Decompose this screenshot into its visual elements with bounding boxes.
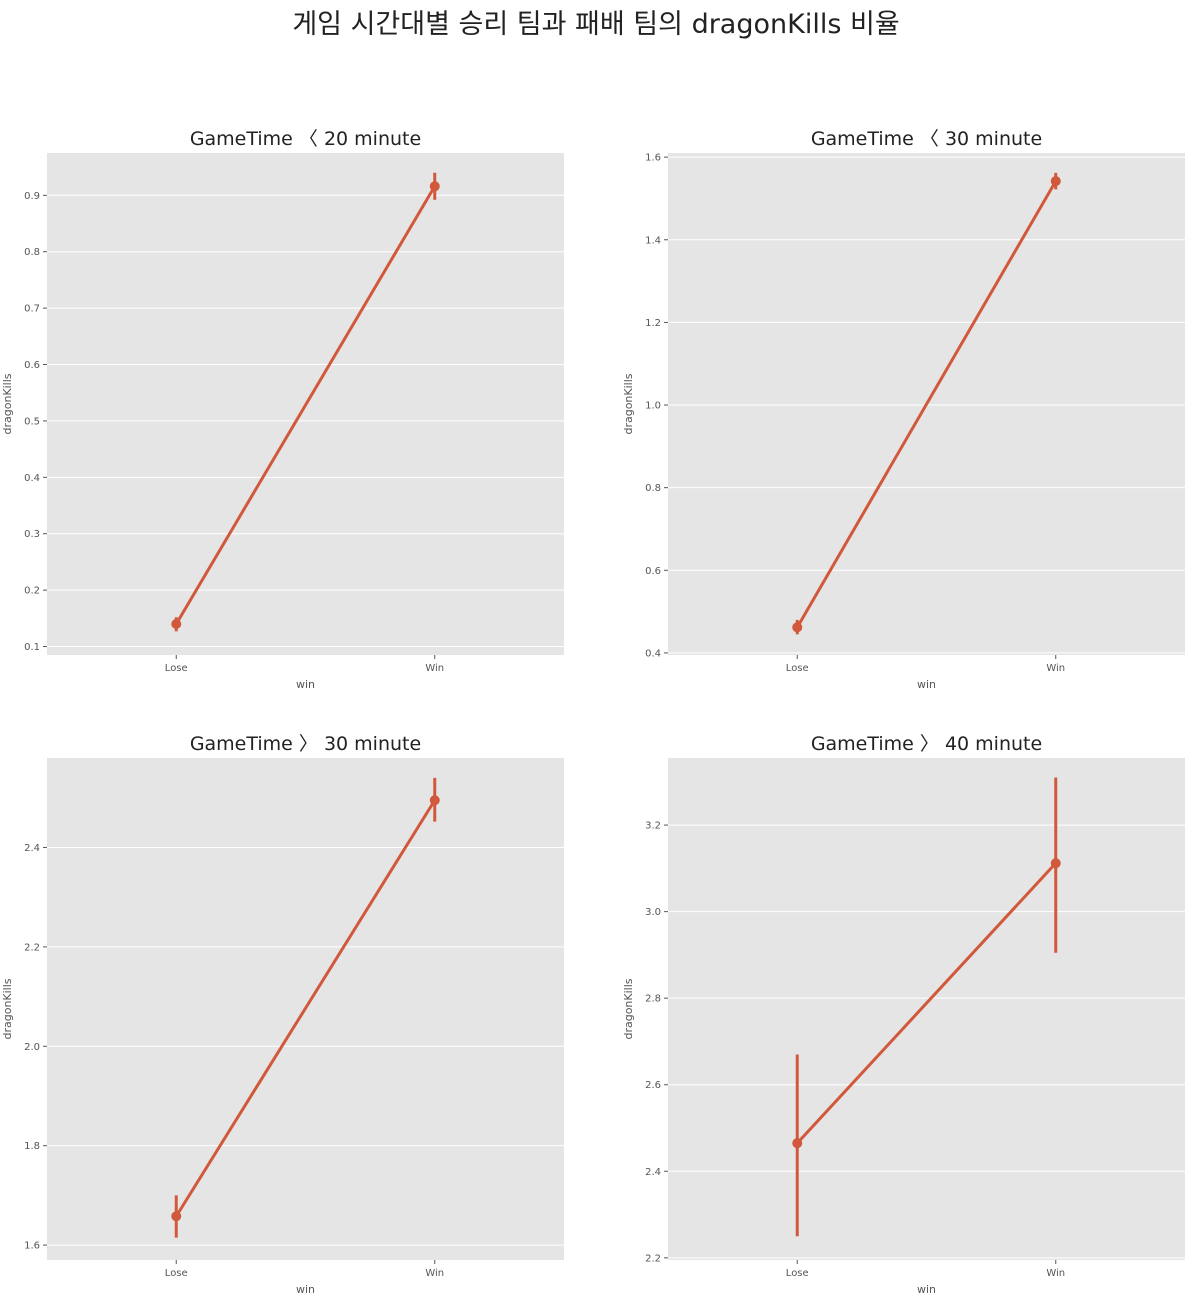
data-point [429,181,440,192]
data-point [792,1138,803,1149]
y-tick-label: 1.4 [645,235,661,246]
y-tick-label: 1.8 [24,1141,40,1152]
subplot-2: 0.4 0.6 0.8 1.0 1.2 1.4 1.6 Lose Win win dragonKil… [622,128,1185,691]
plot-area [668,758,1185,1260]
x-axis-label: win [296,678,315,691]
data-point [1050,176,1061,187]
x-tick-label: Lose [165,663,188,674]
data-point [1050,858,1061,869]
data-point [429,795,440,806]
subplot-3: 1.6 1.8 2.0 2.2 2.4 Lose Win win dragonKills Game… [1,733,564,1296]
y-tick-label: 0.7 [24,304,40,315]
series-line [174,185,437,625]
y-tick-label: 0.5 [24,416,40,427]
x-tick-label: Lose [165,1268,188,1279]
y-tick-label: 0.3 [24,529,40,540]
subplot-title: GameTime 〈 20 minute [190,128,421,150]
y-tick-label: 2.4 [24,843,40,854]
series-line [174,799,437,1218]
y-tick-label: 3.0 [645,907,661,918]
y-axis-label: dragonKills [1,373,14,434]
data-point [792,622,803,633]
x-tick-label: Win [425,1268,444,1279]
y-tick-label: 2.2 [645,1253,661,1264]
subplot-title: GameTime 〉 30 minute [190,733,421,755]
y-tick-label: 0.1 [24,642,40,653]
y-tick-label: 0.8 [24,247,40,258]
y-tick-label: 0.2 [24,586,40,597]
x-axis-label: win [917,678,936,691]
data-point [171,618,182,629]
y-tick-label: 1.0 [645,401,661,412]
y-tick-label: 0.4 [24,473,40,484]
x-tick-label: Lose [786,663,809,674]
y-tick-label: 0.6 [24,360,40,371]
y-tick-label: 3.2 [645,821,661,832]
y-tick-label: 0.4 [645,648,661,659]
y-axis-label: dragonKills [1,978,14,1039]
subplot-4: 2.2 2.4 2.6 2.8 3.0 3.2 Lose Win win dragonKills G… [622,733,1185,1296]
x-axis-label: win [917,1283,936,1296]
x-axis-label: win [296,1283,315,1296]
x-tick-label: Win [1046,1268,1065,1279]
series-line [796,862,1057,1145]
subplot-title: GameTime 〉 40 minute [811,733,1042,755]
y-tick-label: 2.6 [645,1080,661,1091]
y-tick-label: 2.2 [24,942,40,953]
y-tick-label: 0.6 [645,566,661,577]
x-tick-label: Lose [786,1268,809,1279]
y-tick-label: 1.2 [645,318,661,329]
y-tick-label: 0.9 [24,191,40,202]
series-line [795,180,1058,629]
y-tick-label: 2.8 [645,994,661,1005]
y-tick-label: 1.6 [645,153,661,164]
x-tick-label: Win [1046,663,1065,674]
y-axis-label: dragonKills [622,373,635,434]
y-axis-label: dragonKills [622,978,635,1039]
y-tick-label: 2.0 [24,1042,40,1053]
subplot-1: 0.1 0.2 0.3 0.4 0.5 0.6 0.7 0.8 0.9 Lose Win win dra… [1,128,564,691]
data-point [171,1211,182,1222]
x-tick-label: Win [425,663,444,674]
figure-title: 게임 시간대별 승리 팀과 패배 팀의 dragonKills 비율 [292,9,900,40]
y-tick-label: 1.6 [24,1241,40,1252]
y-tick-label: 2.4 [645,1167,661,1178]
subplot-title: GameTime 〈 30 minute [811,128,1042,150]
y-tick-label: 0.8 [645,483,661,494]
